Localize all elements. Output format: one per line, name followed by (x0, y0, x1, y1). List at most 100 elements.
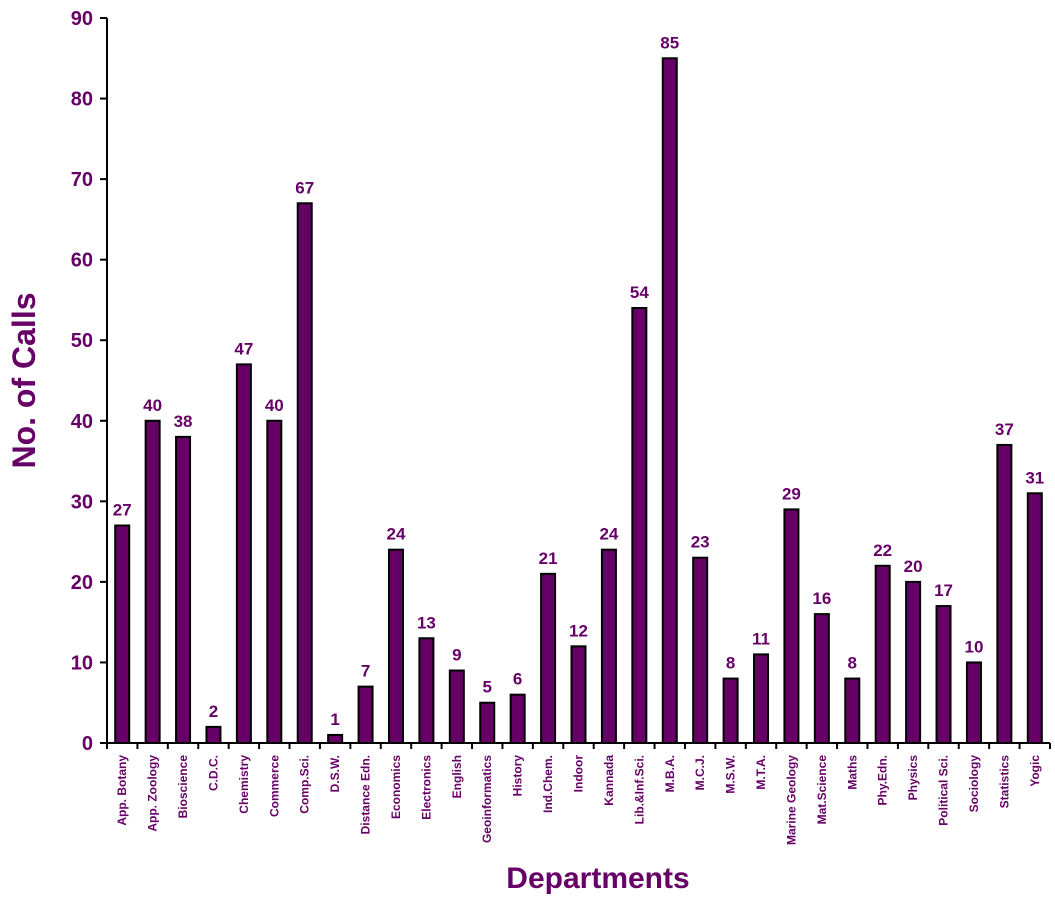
category-label: Physics (906, 755, 920, 801)
bar-value-label: 2 (209, 702, 218, 721)
bar (844, 677, 861, 744)
category-label: Phy.Edn. (876, 755, 890, 805)
bar (692, 556, 709, 744)
bar (387, 548, 404, 745)
bar-value-label: 12 (569, 621, 588, 640)
bar (996, 443, 1013, 744)
y-tick-label: 0 (82, 733, 93, 755)
category-label: Kannada (602, 755, 616, 806)
category-label: Marine Geology (784, 755, 798, 845)
bar (570, 645, 587, 744)
category-label: M.C.J. (693, 755, 707, 790)
category-label: App. Botany (115, 755, 129, 826)
bar-value-label: 9 (452, 646, 461, 665)
category-label: Electronics (419, 755, 433, 820)
bar (296, 202, 313, 744)
category-label: English (450, 755, 464, 798)
bar (479, 701, 496, 745)
category-label: Economics (389, 755, 403, 819)
bar-value-label: 22 (873, 541, 892, 560)
category-label: C.D.C. (206, 755, 220, 791)
bar-value-label: 23 (691, 533, 710, 552)
y-axis: 0 10 20 30 40 50 60 70 80 90 (71, 8, 108, 755)
x-axis-title: Departments (506, 862, 689, 895)
bar (327, 733, 344, 745)
bar-value-label: 6 (513, 670, 522, 689)
bar (813, 613, 830, 744)
bar-value-label: 85 (660, 33, 679, 52)
bar (448, 669, 465, 744)
bars (114, 57, 1043, 745)
category-label: Commerce (267, 755, 281, 817)
bar-value-label: 10 (964, 637, 983, 656)
y-tick-label: 50 (71, 330, 93, 352)
bar-value-label: 37 (995, 420, 1014, 439)
bar (661, 57, 678, 745)
bar (509, 693, 526, 745)
bar-value-label: 54 (630, 283, 649, 302)
category-label: Ind.Chem. (541, 755, 555, 813)
bar-value-label: 17 (934, 581, 953, 600)
category-label: App. Zoology (146, 755, 160, 832)
bar-value-label: 7 (361, 662, 370, 681)
category-label: Sociology (967, 755, 981, 813)
bar (1026, 492, 1043, 744)
bar-value-label: 1 (330, 710, 339, 729)
category-label: Geoinformatics (480, 755, 494, 843)
bar-value-label: 67 (295, 178, 314, 197)
bar-value-label: 13 (417, 613, 436, 632)
bar (418, 637, 435, 744)
bar-value-label: 8 (726, 654, 735, 673)
bar (905, 580, 922, 745)
bar-value-label: 38 (174, 412, 193, 431)
category-label: Statistics (997, 755, 1011, 809)
bar-value-label: 40 (143, 396, 162, 415)
bar-value-label: 47 (234, 339, 253, 358)
y-tick-label: 70 (71, 169, 93, 191)
bar (175, 435, 192, 744)
bar (357, 685, 374, 744)
category-label: Yogic (1028, 755, 1042, 787)
category-label: Chemistry (237, 755, 251, 814)
y-tick-label: 10 (71, 652, 93, 674)
bar (540, 572, 557, 744)
category-label: Distance Edn. (359, 755, 373, 834)
category-label: Lib.&Inf.Sci. (632, 755, 646, 824)
bar-value-label: 11 (752, 629, 770, 648)
bar (965, 661, 982, 745)
category-label: Maths (845, 755, 859, 790)
y-tick-label: 60 (71, 250, 93, 272)
bar (722, 677, 739, 744)
bar-value-label: 16 (812, 589, 831, 608)
y-tick-label: 80 (71, 89, 93, 111)
bar (144, 419, 161, 744)
category-label: Indoor (572, 755, 586, 793)
bar (266, 419, 283, 744)
bar-value-label: 21 (539, 549, 558, 568)
category-label: Bioscience (176, 755, 190, 819)
bar (783, 508, 800, 744)
y-tick-label: 20 (71, 572, 93, 594)
bar-value-label: 27 (113, 501, 132, 520)
bar (114, 524, 131, 744)
bar-value-label: 5 (483, 678, 492, 697)
category-label: Mat.Science (815, 755, 829, 825)
bar-value-label: 24 (599, 525, 618, 544)
y-tick-label: 30 (71, 491, 93, 513)
category-label: Comp.Sci. (298, 755, 312, 814)
bar (235, 363, 252, 744)
bar-value-label: 20 (904, 557, 923, 576)
bar (631, 307, 648, 744)
bar (935, 605, 952, 744)
category-label: History (511, 755, 525, 797)
bar-value-label: 8 (848, 654, 857, 673)
category-label: M.S.W. (724, 755, 738, 794)
bar-value-label: 40 (265, 396, 284, 415)
bar-value-label: 29 (782, 484, 801, 503)
category-label: Political Sci. (937, 755, 951, 826)
bar-value-label: 31 (1025, 468, 1044, 487)
y-tick-label: 40 (71, 411, 93, 433)
bar (753, 653, 770, 745)
